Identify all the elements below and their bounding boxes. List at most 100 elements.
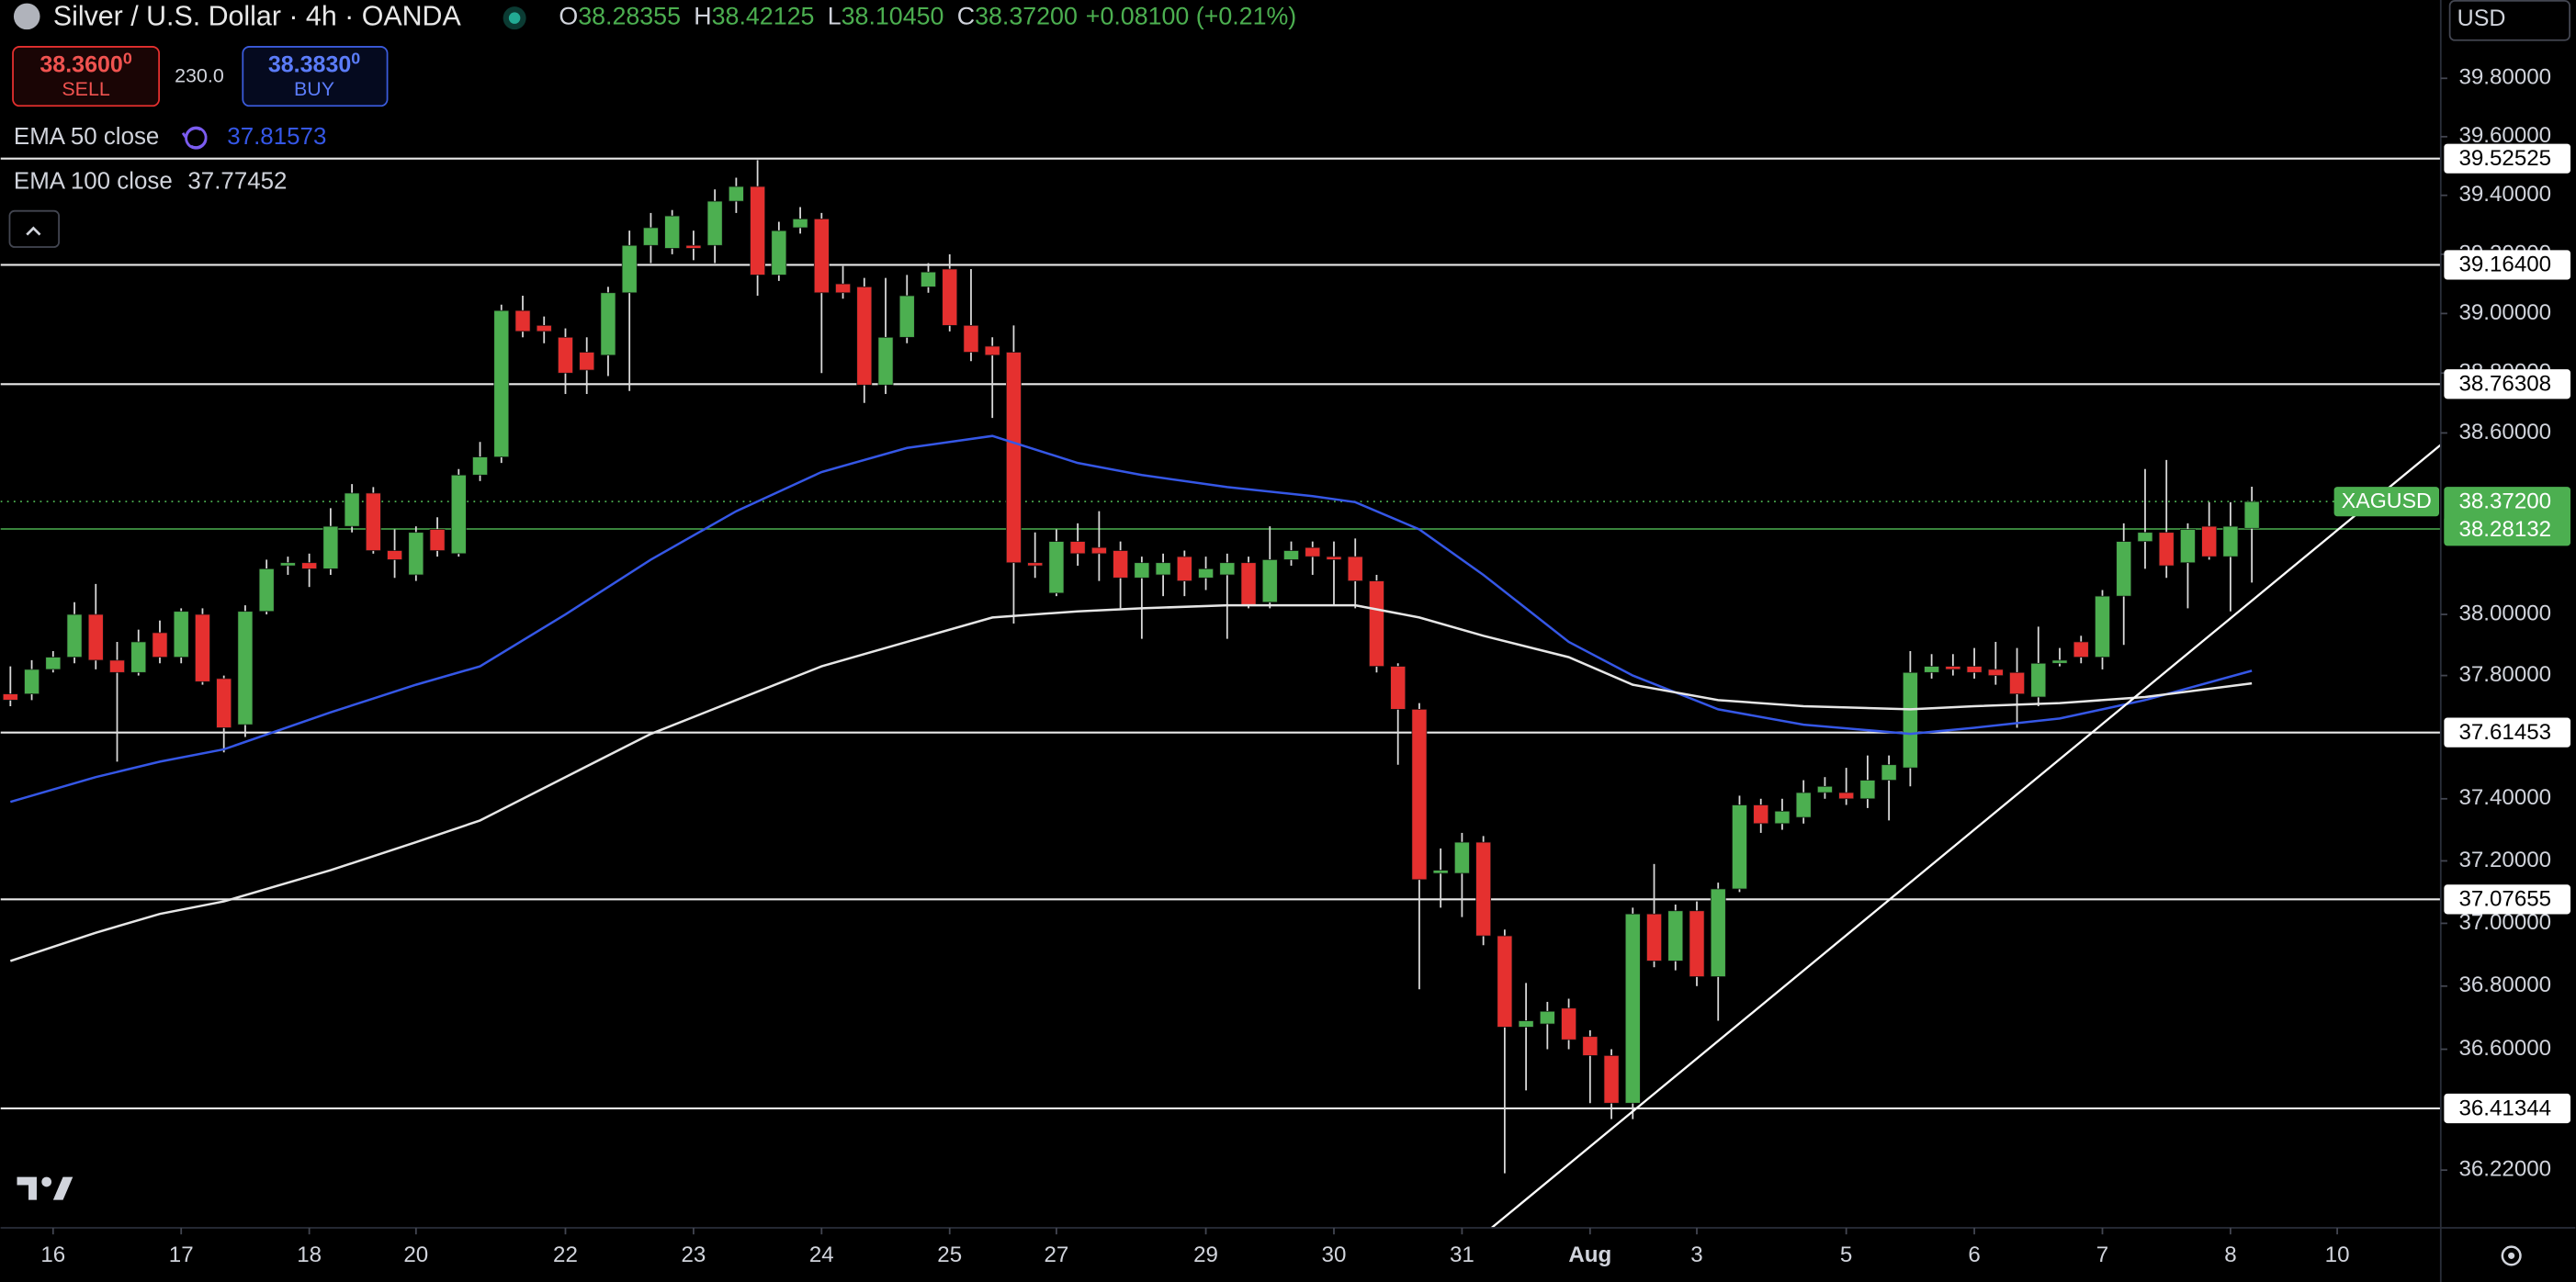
logo-part [52, 1176, 73, 1200]
currency-button[interactable] [2448, 0, 2570, 41]
candle-body [2243, 500, 2260, 529]
candle-body [258, 568, 275, 613]
lines-layer [9, 434, 2253, 962]
y-tick-label: 38.00000 [2458, 601, 2551, 625]
level-label-box [2444, 369, 2570, 399]
ohlc-value: 38.28355 [578, 3, 681, 30]
ohlc-key: O [559, 3, 578, 30]
candle-body [1710, 888, 1726, 977]
candle-body [87, 613, 104, 661]
legend-name: EMA 100 close [14, 168, 173, 194]
candle-body [1261, 559, 1278, 603]
level-label: 37.07655 [2458, 887, 2551, 912]
candle-body [1795, 792, 1812, 818]
candle-body [279, 562, 296, 567]
settings-icon[interactable] [2501, 1245, 2522, 1266]
level-label-box [2444, 1093, 2570, 1124]
trend-line [1490, 444, 2442, 1229]
candle-body [2051, 659, 2068, 664]
candle-body [344, 492, 360, 527]
ema-line [9, 434, 2253, 804]
collapse-icon [26, 226, 41, 236]
candle-body [1945, 666, 1961, 670]
y-tick-label: 37.40000 [2458, 785, 2551, 810]
level-label: 37.61453 [2458, 720, 2551, 745]
x-tick-label: 31 [1450, 1243, 1474, 1267]
buy-price-sup: 0 [351, 49, 360, 67]
settings-icon-dot [2508, 1252, 2515, 1259]
candle-body [2095, 595, 2110, 658]
candle-body [1113, 550, 1129, 579]
candle-body [301, 562, 318, 569]
sell-button[interactable] [12, 46, 161, 107]
time-axis: 16 17 18 20 22 23 24 25 27 29 30 31 Aug 3 5 6 7 8 10 [40, 1228, 2350, 1267]
tv-logo [17, 1176, 73, 1200]
candle-body [2158, 532, 2175, 567]
legend-icon[interactable] [181, 126, 208, 150]
candle-body [1134, 562, 1150, 579]
buy-price-main: 38.3830 [268, 51, 351, 77]
candle-body [621, 244, 638, 294]
candle-body [2137, 532, 2153, 542]
currency: USD [2457, 6, 2506, 31]
candle-body [1283, 550, 1299, 560]
sell-label: SELL [62, 78, 110, 100]
ohlc-key: H [694, 3, 711, 30]
candle-body [1667, 910, 1684, 962]
candle-body [1689, 910, 1705, 977]
candle-body [685, 244, 702, 249]
candle-body [813, 218, 830, 294]
bid-box [2444, 515, 2570, 545]
candle-body [1027, 562, 1044, 567]
candle-body [706, 200, 723, 246]
candle-body [2201, 525, 2218, 557]
status-dot [508, 12, 521, 24]
candle-body [921, 271, 936, 287]
candle-body [2073, 641, 2089, 658]
legend-value: 37.81573 [227, 124, 326, 150]
x-tick-label: 7 [2096, 1243, 2108, 1267]
candle-body [984, 345, 1000, 356]
candle-body [1902, 671, 1918, 769]
candle-body [1518, 1020, 1534, 1028]
candles-layer [2, 160, 2260, 1174]
candle-body [1240, 562, 1257, 606]
x-tick-label: Aug [1568, 1243, 1611, 1267]
candle-body [1539, 1010, 1555, 1025]
change: +0.08100 (+0.21%) [1086, 3, 1296, 30]
level-label: 39.16400 [2458, 253, 2551, 277]
candle-body [237, 611, 254, 725]
x-tick-label: 17 [169, 1243, 194, 1267]
candle-body [1497, 935, 1513, 1028]
candle-body [130, 641, 147, 673]
y-tick-label: 39.00000 [2458, 300, 2551, 325]
x-tick-label: 29 [1193, 1243, 1218, 1267]
x-tick-label: 27 [1044, 1243, 1068, 1267]
buy-label: BUY [294, 78, 334, 100]
candle-body [408, 532, 424, 576]
candle-body [877, 336, 894, 386]
logo-part [41, 1176, 52, 1187]
symbol-box [2333, 487, 2440, 517]
x-tick-label: 8 [2224, 1243, 2236, 1267]
candle-body [322, 525, 339, 569]
candle-body [450, 474, 467, 555]
candle-body [2030, 662, 2047, 698]
ema-line [9, 603, 2253, 962]
buy-button[interactable] [242, 46, 389, 107]
candle-body [643, 227, 659, 246]
candle-body [66, 613, 83, 658]
candle-body [387, 550, 402, 560]
level-label: 39.52525 [2458, 146, 2551, 171]
candle-body [558, 336, 573, 374]
levels-layer [0, 157, 2441, 1110]
candle-body [109, 659, 125, 673]
x-tick-label: 25 [937, 1243, 962, 1267]
sell-price-sup: 0 [123, 49, 132, 67]
candle-body [429, 529, 446, 551]
candle-body [1966, 666, 1983, 673]
candle-body [1347, 556, 1363, 581]
candle-body [472, 456, 488, 476]
candle-body [1219, 562, 1236, 576]
